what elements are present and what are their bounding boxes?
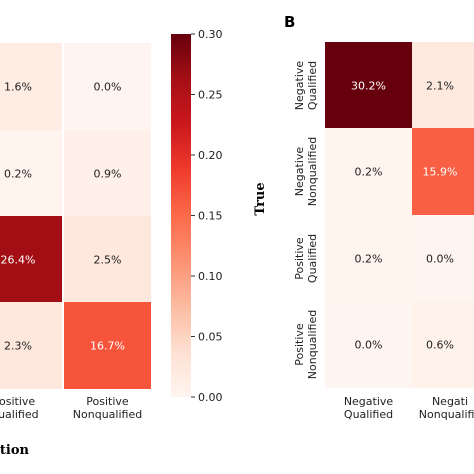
right-cell [325, 301, 412, 388]
left-cell-label: 1.6% [4, 81, 32, 94]
right-y-tick: PositiveQualified [293, 234, 319, 283]
right-y-tick: PositiveNonqualified [293, 310, 319, 379]
colorbar-tick-label: 0.30 [198, 28, 223, 41]
right-cell-label: 0.0% [426, 253, 454, 266]
left-cell-label: 16.7% [90, 340, 125, 353]
panel-label-b: B [284, 13, 295, 31]
left-cell [0, 216, 62, 303]
right-cell-label: 2.1% [426, 80, 454, 93]
left-cell-label: 2.5% [94, 254, 122, 267]
right-x-tick-label: Negative Qualified [344, 395, 394, 421]
right-cell-label: 0.0% [355, 339, 383, 352]
right-x-tick-label: NegatiNonqualifie [419, 395, 474, 421]
left-cell-label: 2.3% [4, 340, 32, 353]
left-cell-label: 26.4% [1, 254, 36, 267]
left-x-tick-label: PositiveQualified [0, 395, 39, 421]
colorbar: 0.30 0.25 0.20 0.15 0.10 0.05 0.00 [171, 28, 223, 404]
right-heatmap: B True 30.2% 2.1% 0.2% 15.9% 0.2% 0.0% 0.0% 0.6… [253, 13, 474, 421]
colorbar-tick-label: 0.05 [198, 331, 223, 344]
right-cell [325, 128, 412, 215]
left-cell [64, 302, 151, 389]
left-heatmap: 1.6% 0.0% 0.2% 0.9% 26.4% 2.5% 2.3% 16.7% Posit… [0, 43, 151, 458]
right-cell [412, 42, 474, 129]
right-y-axis-title: True [253, 182, 268, 215]
left-cell [64, 216, 151, 303]
right-y-tick: NegativeQualified [293, 61, 319, 111]
right-cell-label: 0.6% [426, 339, 454, 352]
right-cell-label: 15.9% [423, 166, 458, 179]
left-x-tick-label: Positive Nonqualified [73, 395, 142, 421]
left-x-axis-title: ction [0, 443, 30, 458]
right-cell-label: 0.2% [355, 166, 383, 179]
colorbar-tick-label: 0.00 [198, 391, 223, 404]
left-cell [0, 43, 62, 130]
left-cell-label: 0.9% [94, 168, 122, 181]
right-cell [412, 215, 474, 302]
left-cell [64, 43, 151, 130]
right-cell [325, 215, 412, 302]
colorbar-tick-label: 0.15 [198, 210, 223, 223]
colorbar-tick-label: 0.20 [198, 149, 223, 162]
right-cell [325, 42, 412, 129]
right-y-tick-label: PositiveNonqualified [293, 310, 319, 379]
colorbar-gradient [171, 34, 191, 397]
right-y-tick-label: NegativeQualified [293, 61, 319, 111]
right-cell [412, 128, 474, 215]
right-cell-label: 30.2% [351, 80, 386, 93]
left-cell [0, 302, 62, 389]
right-cell [412, 301, 474, 388]
right-cell-label: 0.2% [355, 253, 383, 266]
colorbar-tick-label: 0.25 [198, 89, 223, 102]
left-cell [0, 130, 62, 217]
right-y-tick: NegativeNonqualified [293, 137, 319, 206]
left-cell-label: 0.2% [4, 168, 32, 181]
left-cell-label: 0.0% [94, 81, 122, 94]
right-y-tick-label: PositiveQualified [293, 234, 319, 283]
right-y-tick-label: NegativeNonqualified [293, 137, 319, 206]
colorbar-tick-label: 0.10 [198, 270, 223, 283]
left-cell [64, 130, 151, 217]
